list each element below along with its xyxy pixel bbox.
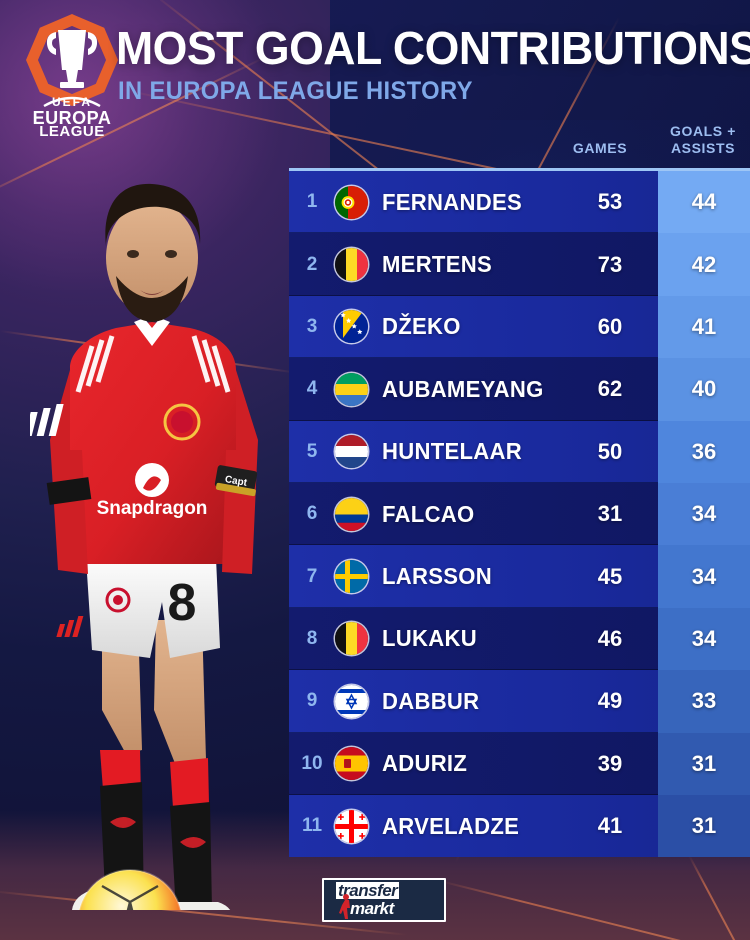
row-goals-assists-bar: 41: [658, 295, 750, 359]
row-goals-assists-bar: 42: [658, 233, 750, 296]
row-goals-assists-bar: 31: [658, 732, 750, 795]
player-photo: 8: [24, 150, 285, 940]
table-row[interactable]: 1 FERNANDES 53 44: [289, 171, 750, 234]
row-goals-assists-bar: 34: [658, 607, 750, 671]
transfermarkt-runner-icon: [339, 894, 350, 919]
gabon-flag: [335, 372, 368, 406]
table-row[interactable]: 6 FALCAO 31 34: [289, 482, 750, 546]
row-player-name: DŽEKO: [382, 313, 461, 340]
row-rank: 6: [306, 503, 318, 525]
row-games-value: 41: [597, 813, 623, 839]
netherlands-flag: [335, 435, 368, 469]
row-rank: 8: [306, 627, 318, 649]
page-title: MOST GOAL CONTRIBUTIONS: [116, 22, 750, 74]
row-goals-assists-bar: 44: [658, 171, 750, 234]
badge-europa-text: EUROPA: [33, 108, 112, 128]
svg-text:8: 8: [168, 574, 197, 632]
table-row[interactable]: 9 DABBUR 49 33: [289, 670, 750, 733]
transfermarkt-logo[interactable]: transfer markt: [322, 878, 446, 922]
row-rank: 10: [301, 752, 323, 774]
row-games-value: 50: [597, 438, 623, 464]
table-row[interactable]: 3 DŽEKO 60 41: [289, 295, 750, 359]
transfermarkt-logo-bottom: markt: [350, 899, 394, 918]
row-rank: 2: [306, 253, 318, 275]
row-games-value: 45: [597, 563, 623, 589]
georgia-flag: [335, 809, 368, 843]
row-player-name: FALCAO: [382, 500, 475, 527]
transfermarkt-logo-top: transfer: [336, 881, 400, 900]
uefa-europa-league-badge: UEFA EUROPA LEAGUE: [18, 14, 126, 136]
row-rank: 1: [306, 191, 318, 213]
column-header-games: GAMES: [572, 140, 628, 156]
row-player-name: HUNTELAAR: [382, 438, 522, 465]
row-games-value: 31: [597, 501, 623, 527]
portugal-flag: [335, 185, 368, 219]
row-player-name: LUKAKU: [382, 625, 477, 652]
row-player-name: ADURIZ: [382, 750, 468, 777]
belgium-flag: [335, 248, 368, 282]
row-goals-assists-bar: 40: [658, 358, 750, 421]
row-goals-assists-bar: 34: [658, 482, 750, 546]
badge-league-text: LEAGUE: [39, 123, 105, 136]
transfermarkt-logo-inner: transfer markt: [324, 880, 444, 920]
table-row[interactable]: 10 ADURIZ 39 31: [289, 732, 750, 796]
row-player-name: DABBUR: [382, 687, 480, 714]
spain-flag: [335, 747, 368, 781]
row-rank: 7: [306, 565, 318, 587]
row-rank: 11: [301, 815, 323, 837]
row-games-value: 62: [597, 376, 623, 402]
row-rank: 9: [306, 690, 318, 712]
table-row[interactable]: 8 LUKAKU 46 34: [289, 607, 750, 671]
row-rank: 3: [306, 315, 318, 337]
row-player-name: FERNANDES: [382, 188, 522, 215]
ranking-table: 1 FERNANDES 53 44 2 MERTENS 73 42 3 DŽEKO 60 41 4 AUB…: [289, 168, 750, 858]
page-subtitle: IN EUROPA LEAGUE HISTORY: [118, 77, 473, 105]
row-games-value: 46: [597, 625, 623, 651]
row-player-name: LARSSON: [382, 563, 492, 590]
row-games-value: 53: [597, 189, 623, 215]
row-games-value: 49: [597, 688, 623, 714]
badge-uefa-text: UEFA: [52, 95, 92, 109]
row-goals-assists-bar: 36: [658, 420, 750, 483]
table-row[interactable]: 4 AUBAMEYANG 62 40: [289, 358, 750, 421]
row-games-value: 60: [597, 313, 623, 339]
row-rank: 5: [306, 440, 318, 462]
colombia-flag: [335, 497, 368, 531]
bosnia-herzegovina-flag: [335, 310, 368, 344]
row-goals-assists-bar: 31: [658, 794, 750, 858]
player-illustration: 8: [24, 183, 258, 940]
row-player-name: ARVELADZE: [382, 812, 520, 839]
israel-flag: [335, 684, 368, 718]
belgium-flag: [335, 622, 368, 656]
table-row[interactable]: 5 HUNTELAAR 50 36: [289, 420, 750, 484]
row-rank: 4: [306, 378, 318, 400]
svg-text:Snapdragon: Snapdragon: [97, 498, 208, 519]
table-row[interactable]: 2 MERTENS 73 42: [289, 233, 750, 297]
row-player-name: MERTENS: [382, 251, 492, 278]
row-goals-assists-bar: 33: [658, 670, 750, 733]
row-goals-assists-bar: 34: [658, 545, 750, 608]
column-header-goals-assists-line1: GOALS +: [669, 123, 737, 139]
column-header-goals-assists: GOALS + ASSISTS: [657, 123, 749, 157]
table-row[interactable]: 11 ARVELADZE 41 31: [289, 794, 750, 858]
column-header-goals-assists-line2: ASSISTS: [670, 140, 736, 156]
table-row[interactable]: 7 LARSSON 45 34: [289, 545, 750, 609]
row-player-name: AUBAMEYANG: [382, 375, 544, 402]
row-games-value: 73: [597, 251, 623, 277]
svg-text:Capt: Capt: [224, 474, 248, 489]
sweden-flag: [335, 560, 368, 594]
row-games-value: 39: [597, 750, 623, 776]
